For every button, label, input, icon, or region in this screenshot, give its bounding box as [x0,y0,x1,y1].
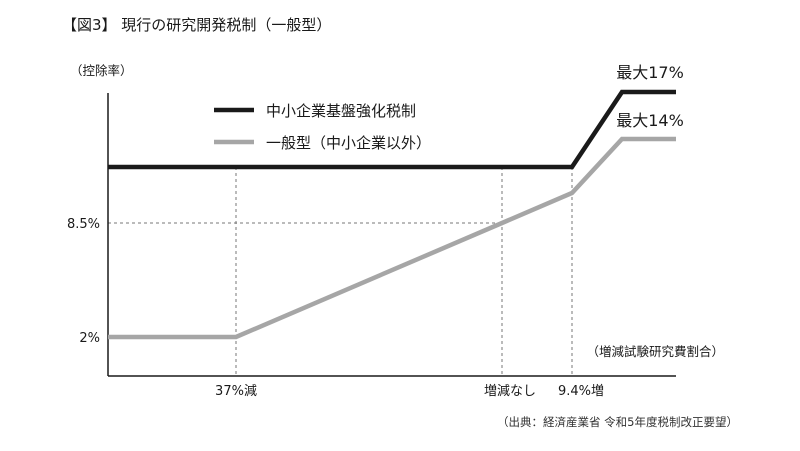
plot-area: 2% 8.5% 37%減 増減なし 9.4%増 最大17% 最大14% 中小企業基盤強化税制一… [67,63,684,399]
legend-label-1: 中小企業基盤強化税制 [266,102,416,120]
y-tick-label: 8.5% [67,217,100,232]
y-axis-label: （控除率） [70,63,133,78]
series-line-2 [108,136,676,340]
y-tick-label: 2% [79,331,100,346]
x-tick-label: 9.4%増 [558,384,604,399]
source-note: （出典：経済産業省 令和5年度税制改正要望） [497,415,738,429]
series-line-1 [108,89,676,170]
x-tick-label: 増減なし [484,383,536,399]
series-end-label-2: 最大14% [616,111,684,130]
x-axis-label: （増減試験研究費割合） [586,344,724,359]
x-tick-label: 37%減 [215,383,257,399]
series-end-label-1: 最大17% [616,63,684,82]
chart-title: 【図3】 現行の研究開発税制（一般型） [62,16,331,34]
legend-label-2: 一般型（中小企業以外） [266,134,431,152]
